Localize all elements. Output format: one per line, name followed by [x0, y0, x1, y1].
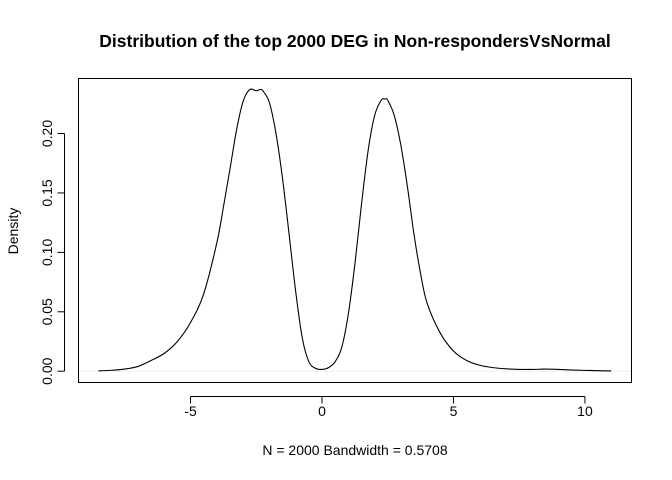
x-tick-label: 0: [318, 403, 326, 419]
x-tick-label: 5: [450, 403, 458, 419]
density-line: [98, 88, 612, 372]
x-axis-label: N = 2000 Bandwidth = 0.5708: [262, 442, 447, 458]
y-tick-label: 0.10: [39, 239, 55, 266]
x-tick-label: 10: [577, 403, 593, 419]
density-series: [98, 88, 612, 372]
y-tick-label: 0.00: [39, 357, 55, 384]
plot-frame: [78, 78, 632, 383]
y-tick-label: 0.20: [39, 120, 55, 147]
y-tick-label: 0.05: [39, 298, 55, 325]
y-axis: 0.00 0.05 0.10 0.15 0.20: [39, 120, 65, 385]
x-axis: -5 0 5 10: [184, 396, 593, 419]
chart-title: Distribution of the top 2000 DEG in Non-…: [99, 31, 610, 51]
x-tick-label: -5: [184, 403, 197, 419]
y-axis-label: Density: [5, 208, 21, 255]
y-tick-label: 0.15: [39, 179, 55, 206]
